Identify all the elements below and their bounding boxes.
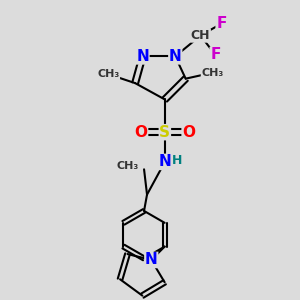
Text: N: N	[136, 49, 149, 64]
Text: H: H	[172, 154, 182, 167]
Text: CH₃: CH₃	[201, 68, 224, 78]
Text: N: N	[158, 154, 171, 169]
Text: F: F	[210, 47, 220, 62]
Text: CH₃: CH₃	[117, 161, 139, 171]
Text: F: F	[216, 16, 226, 31]
Text: CH: CH	[191, 29, 210, 42]
Text: O: O	[135, 125, 148, 140]
Text: N: N	[169, 49, 182, 64]
Text: S: S	[159, 125, 170, 140]
Text: O: O	[182, 125, 195, 140]
Text: N: N	[145, 253, 158, 268]
Text: CH₃: CH₃	[97, 69, 119, 79]
